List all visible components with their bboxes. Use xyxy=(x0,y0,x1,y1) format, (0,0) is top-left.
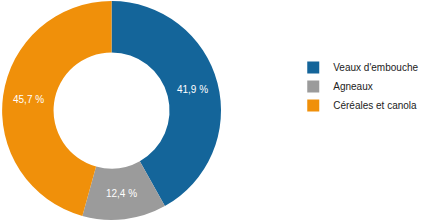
svg-text:Céréales et canola: Céréales et canola xyxy=(333,100,417,111)
svg-text:Veaux d'embouche: Veaux d'embouche xyxy=(333,62,418,73)
svg-text:12,4 %: 12,4 % xyxy=(106,188,137,199)
svg-text:45,7 %: 45,7 % xyxy=(13,94,44,105)
svg-text:Agneaux: Agneaux xyxy=(333,81,372,92)
svg-text:41,9 %: 41,9 % xyxy=(177,84,208,95)
